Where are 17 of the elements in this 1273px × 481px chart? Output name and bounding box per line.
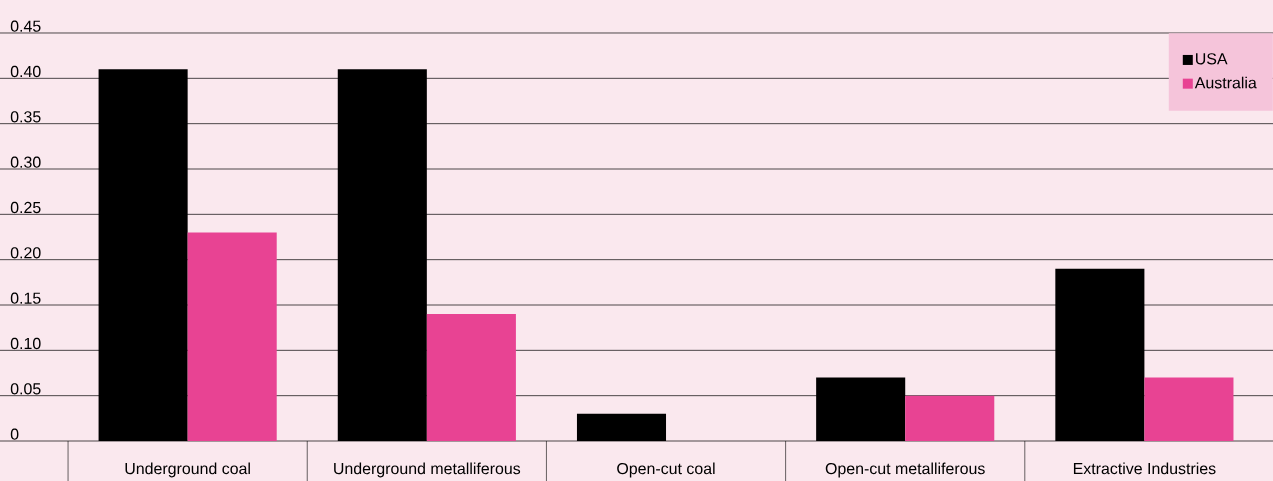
- y-tick-label: 0.40: [10, 65, 41, 78]
- x-tick-label: Extractive Industries: [1073, 462, 1216, 475]
- y-tick-label: 0.15: [10, 292, 41, 304]
- x-tick-label: Open-cut coal: [617, 462, 715, 478]
- y-tick-label: 0.35: [10, 111, 41, 123]
- y-tick-label: 0.10: [10, 337, 41, 350]
- y-tick-label: 0.20: [10, 247, 41, 259]
- x-tick-label: Open-cut metalliferous: [825, 462, 985, 478]
- y-tick-label: 0.05: [10, 383, 41, 395]
- x-tick-label: Underground metalliferous: [334, 462, 521, 478]
- y-tick-label: 0.25: [10, 201, 41, 214]
- legend-label: Australia: [1194, 76, 1257, 89]
- legend-label: USA: [1196, 53, 1228, 65]
- x-tick-label: Underground coal: [125, 462, 250, 478]
- y-tick-label: 0.30: [10, 156, 41, 168]
- y-tick-label: 0: [10, 428, 19, 440]
- y-tick-label: 0.45: [10, 20, 41, 32]
